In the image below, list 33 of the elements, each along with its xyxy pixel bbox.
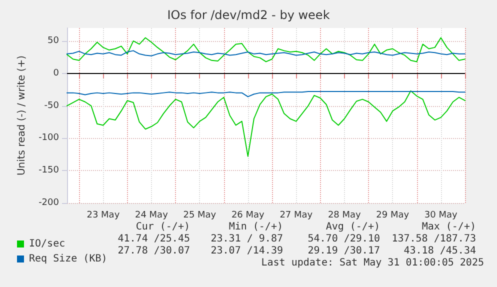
text: 54.70 /29.10	[308, 234, 380, 244]
x-tick-label: 26 May	[231, 210, 266, 220]
legend-label: Req Size (KB)	[29, 254, 108, 264]
x-tick-label: 27 May	[280, 210, 314, 220]
text: Last update: Sat May 31 01:00:05 2025	[261, 258, 484, 268]
text: 43.18 /45.34	[404, 246, 476, 256]
x-tick-label: 30 May	[424, 210, 458, 220]
x-tick-label: 23 May	[86, 210, 120, 220]
x-tick-label: 25 May	[183, 210, 217, 220]
text: Max (-/+)	[422, 222, 476, 232]
y-tick-label: -150	[38, 166, 60, 176]
text: 41.74 /25.45	[118, 234, 190, 244]
x-tick-label: 28 May	[328, 210, 362, 220]
text: 27.78 /30.07	[118, 246, 190, 256]
text: 137.58 /187.73	[392, 234, 476, 244]
chart-title: IOs for /dev/md2 - by week	[167, 8, 330, 22]
y-tick-label: -200	[38, 198, 60, 208]
y-tick-label: -50	[44, 100, 60, 111]
text: 29.19 /30.17	[308, 246, 380, 256]
x-tick-label: 29 May	[376, 210, 410, 220]
text: 23.07 /14.39	[210, 246, 283, 256]
y-tick-label: -100	[38, 133, 60, 144]
line-series	[66, 90, 466, 157]
text: Cur (-/+)	[136, 222, 190, 232]
legend-label: IO/sec	[29, 238, 66, 250]
line-series	[66, 37, 466, 62]
text: Avg (-/+)	[326, 222, 380, 232]
text: Min (-/+)	[228, 222, 283, 232]
y-axis-title: Units read (-) / write (+)	[16, 55, 28, 176]
text: 23.31 / 9.87	[210, 234, 283, 244]
x-tick-label: 24 May	[134, 210, 169, 220]
y-tick-label: 50	[48, 36, 60, 46]
y-tick-label: 0	[53, 68, 60, 78]
